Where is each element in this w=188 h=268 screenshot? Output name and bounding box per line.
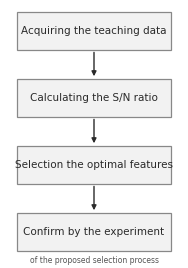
FancyBboxPatch shape bbox=[17, 79, 171, 117]
FancyBboxPatch shape bbox=[17, 213, 171, 251]
Text: Selection the optimal features: Selection the optimal features bbox=[15, 160, 173, 170]
Text: Calculating the S/N ratio: Calculating the S/N ratio bbox=[30, 93, 158, 103]
Text: Acquiring the teaching data: Acquiring the teaching data bbox=[21, 26, 167, 36]
Text: of the proposed selection process: of the proposed selection process bbox=[30, 256, 158, 265]
FancyBboxPatch shape bbox=[17, 12, 171, 50]
FancyBboxPatch shape bbox=[17, 146, 171, 184]
Text: Confirm by the experiment: Confirm by the experiment bbox=[24, 227, 164, 237]
